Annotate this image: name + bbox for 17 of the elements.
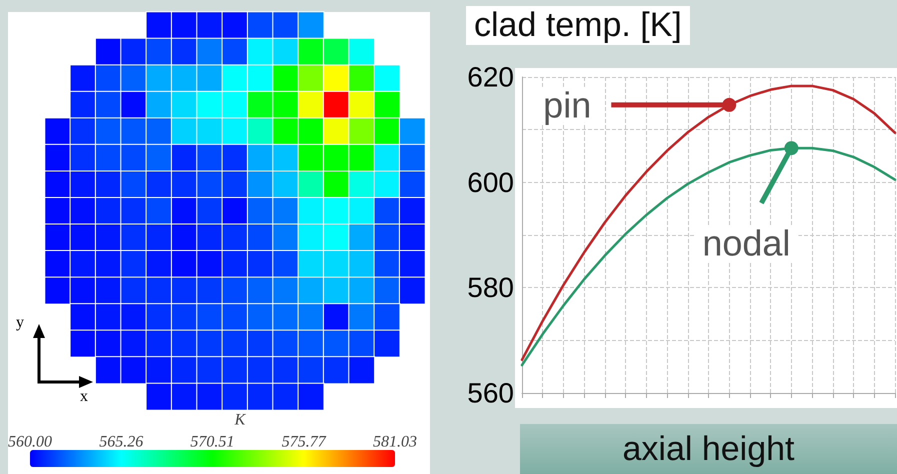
color-bar-label: 565.26	[99, 434, 144, 450]
y-tick-label: 580	[467, 272, 514, 304]
y-tick-label: 560	[467, 378, 514, 408]
line-series	[520, 84, 896, 362]
y-axis-title: clad temp. [K]	[466, 6, 690, 45]
x-axis-title: axial height	[520, 424, 897, 474]
color-bar-label: 581.03	[373, 434, 417, 450]
color-bar-label: 575.77	[282, 434, 327, 450]
series-label: nodal	[702, 222, 790, 264]
y-tick-label: 600	[467, 166, 514, 198]
annotation: x	[80, 388, 88, 406]
color-bar-label: 570.51	[190, 434, 234, 450]
color-bar-label: 560.00	[8, 434, 52, 450]
color-bar-title: K	[234, 412, 247, 428]
legend-label: pin	[543, 84, 592, 126]
text: y	[16, 314, 24, 332]
y-tick-label: 620	[467, 62, 514, 92]
